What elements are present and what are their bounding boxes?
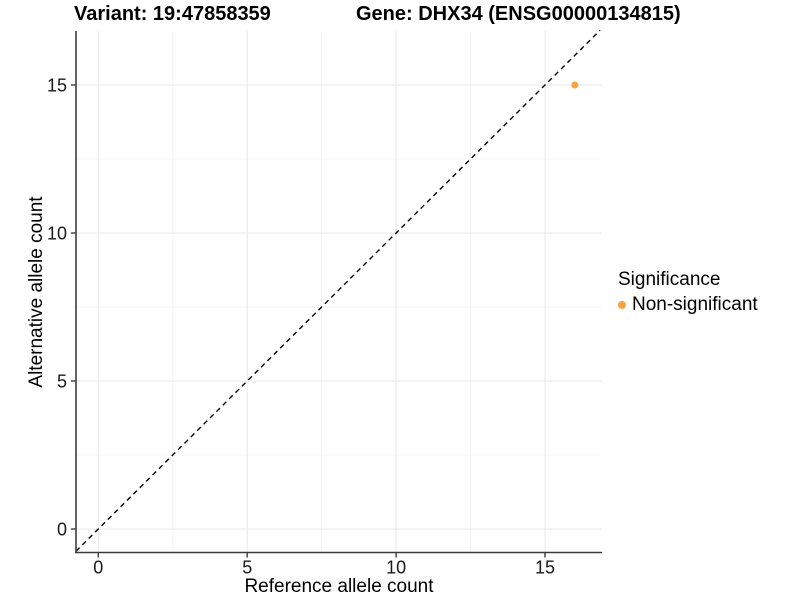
y-tick-label: 0 <box>57 520 67 540</box>
legend: Significance Non-significant <box>618 269 758 316</box>
x-tick-label: 0 <box>93 558 103 578</box>
identity-dashed-line <box>75 29 601 552</box>
x-axis-title: Reference allele count <box>244 576 434 597</box>
plot-title-gene: Gene: DHX34 (ENSG00000134815) <box>356 3 681 25</box>
y-tick-label: 10 <box>47 224 67 244</box>
x-tick-label: 15 <box>535 558 555 578</box>
plot-title-variant: Variant: 19:47858359 <box>74 3 271 25</box>
legend-point-icon <box>618 301 626 309</box>
legend-item-label: Non-significant <box>632 294 758 315</box>
x-tick-label: 10 <box>386 558 406 578</box>
y-axis-title: Alternative allele count <box>26 196 47 388</box>
y-tick-label: 5 <box>57 372 67 392</box>
y-tick-label: 15 <box>47 76 67 96</box>
x-tick-label: 5 <box>242 558 252 578</box>
legend-title: Significance <box>618 269 721 290</box>
data-point <box>571 81 579 89</box>
legend-item-non-significant: Non-significant <box>618 294 758 316</box>
